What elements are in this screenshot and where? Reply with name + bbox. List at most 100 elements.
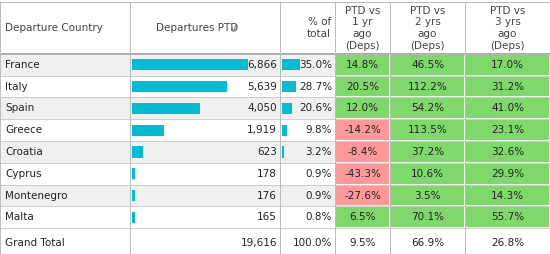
Bar: [336, 164, 389, 184]
Bar: [391, 142, 464, 162]
Text: 66.9%: 66.9%: [411, 238, 444, 248]
Text: Malta: Malta: [5, 212, 34, 222]
Bar: [466, 142, 549, 162]
Text: 165: 165: [257, 212, 277, 222]
Text: 12.0%: 12.0%: [346, 103, 379, 113]
Text: ∨: ∨: [228, 22, 238, 35]
Text: 54.2%: 54.2%: [411, 103, 444, 113]
Bar: [0, 119, 550, 141]
Text: 20.5%: 20.5%: [346, 82, 379, 92]
Text: PTD vs
1 yr
ago
(Deps): PTD vs 1 yr ago (Deps): [345, 6, 380, 51]
Bar: [132, 59, 248, 70]
Text: Greece: Greece: [5, 125, 42, 135]
Text: 37.2%: 37.2%: [411, 147, 444, 157]
Text: Departures PTD: Departures PTD: [156, 23, 238, 33]
Text: % of
total: % of total: [307, 17, 331, 39]
Text: 4,050: 4,050: [248, 103, 277, 113]
Text: 20.6%: 20.6%: [299, 103, 332, 113]
Bar: [336, 77, 389, 97]
Text: PTD vs
2 yrs
ago
(Deps): PTD vs 2 yrs ago (Deps): [410, 6, 445, 51]
Bar: [466, 99, 549, 118]
Bar: [132, 190, 135, 201]
Text: France: France: [5, 60, 40, 70]
Bar: [282, 146, 284, 158]
Bar: [391, 120, 464, 140]
Bar: [0, 2, 550, 54]
Bar: [0, 76, 550, 98]
Text: 70.1%: 70.1%: [411, 212, 444, 222]
Text: 3.5%: 3.5%: [414, 190, 441, 201]
Text: -14.2%: -14.2%: [344, 125, 381, 135]
Bar: [132, 103, 200, 114]
Bar: [391, 99, 464, 118]
Bar: [282, 103, 292, 114]
Bar: [391, 55, 464, 75]
Text: 46.5%: 46.5%: [411, 60, 444, 70]
Bar: [282, 59, 300, 70]
Text: 29.9%: 29.9%: [491, 169, 524, 179]
Bar: [466, 164, 549, 184]
Text: 10.6%: 10.6%: [411, 169, 444, 179]
Bar: [391, 208, 464, 227]
Bar: [336, 142, 389, 162]
Text: 1,919: 1,919: [247, 125, 277, 135]
Bar: [466, 77, 549, 97]
Bar: [336, 55, 389, 75]
Bar: [391, 77, 464, 97]
Text: 5,639: 5,639: [247, 82, 277, 92]
Text: 623: 623: [257, 147, 277, 157]
Text: 6.5%: 6.5%: [349, 212, 376, 222]
Text: 6,866: 6,866: [247, 60, 277, 70]
Text: 0.9%: 0.9%: [306, 190, 332, 201]
Text: 23.1%: 23.1%: [491, 125, 524, 135]
Bar: [132, 124, 164, 136]
Bar: [0, 98, 550, 119]
Bar: [0, 207, 550, 228]
Text: PTD vs
3 yrs
ago
(Deps): PTD vs 3 yrs ago (Deps): [490, 6, 525, 51]
Text: 0.8%: 0.8%: [306, 212, 332, 222]
Text: 28.7%: 28.7%: [299, 82, 332, 92]
Text: Grand Total: Grand Total: [5, 238, 65, 248]
Bar: [466, 55, 549, 75]
Bar: [336, 99, 389, 118]
Text: 3.2%: 3.2%: [305, 147, 332, 157]
Text: Montenegro: Montenegro: [5, 190, 68, 201]
Text: Croatia: Croatia: [5, 147, 43, 157]
Text: -43.3%: -43.3%: [344, 169, 381, 179]
Text: 55.7%: 55.7%: [491, 212, 524, 222]
Bar: [132, 81, 227, 92]
Text: 31.2%: 31.2%: [491, 82, 524, 92]
Bar: [282, 124, 287, 136]
Bar: [132, 146, 142, 158]
Text: 0.9%: 0.9%: [306, 169, 332, 179]
Text: -8.4%: -8.4%: [348, 147, 378, 157]
Text: -27.6%: -27.6%: [344, 190, 381, 201]
Bar: [466, 120, 549, 140]
Bar: [132, 212, 135, 223]
Bar: [0, 232, 550, 254]
Text: Spain: Spain: [5, 103, 34, 113]
Bar: [336, 186, 389, 205]
Bar: [132, 168, 135, 179]
Text: 113.5%: 113.5%: [408, 125, 447, 135]
Text: 14.8%: 14.8%: [346, 60, 379, 70]
Bar: [466, 208, 549, 227]
Text: Cyprus: Cyprus: [5, 169, 42, 179]
Text: Italy: Italy: [5, 82, 28, 92]
Text: 19,616: 19,616: [240, 238, 277, 248]
Text: 178: 178: [257, 169, 277, 179]
Text: 9.5%: 9.5%: [349, 238, 376, 248]
Text: 41.0%: 41.0%: [491, 103, 524, 113]
Bar: [336, 120, 389, 140]
Text: 176: 176: [257, 190, 277, 201]
Bar: [336, 208, 389, 227]
Text: 35.0%: 35.0%: [299, 60, 332, 70]
Bar: [0, 54, 550, 76]
Bar: [391, 164, 464, 184]
Text: 9.8%: 9.8%: [305, 125, 332, 135]
Bar: [0, 141, 550, 163]
Text: 32.6%: 32.6%: [491, 147, 524, 157]
Bar: [0, 163, 550, 185]
Text: 17.0%: 17.0%: [491, 60, 524, 70]
Text: 100.0%: 100.0%: [293, 238, 332, 248]
